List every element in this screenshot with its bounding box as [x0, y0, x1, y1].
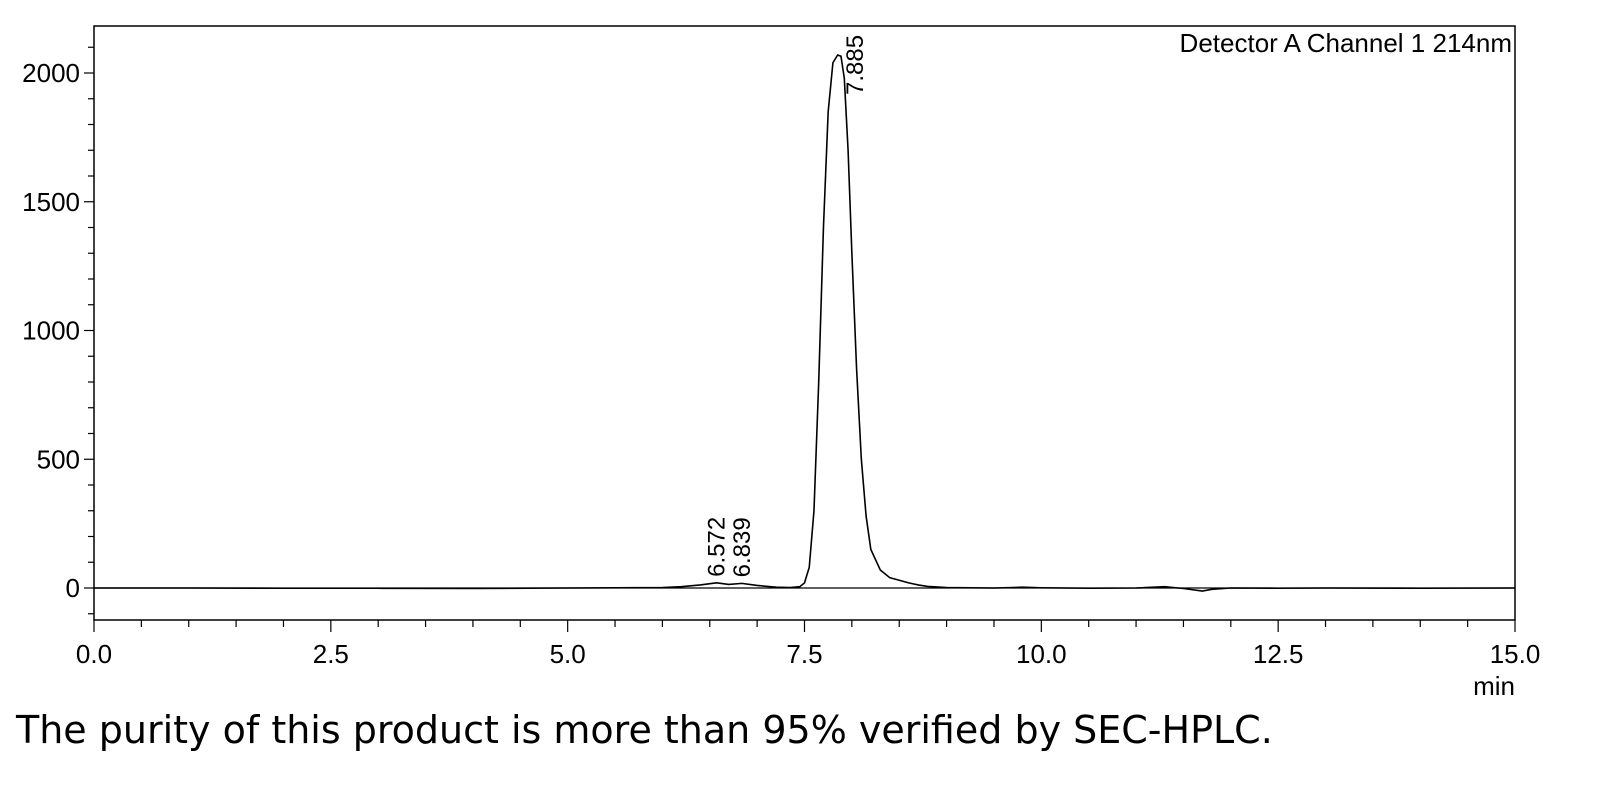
y-tick-label: 2000 — [22, 58, 80, 88]
x-axis: 0.0 2.5 5.0 7.5 10.0 12.5 15.0 — [76, 620, 1540, 669]
x-axis-unit-label: min — [1473, 671, 1515, 701]
x-tick-label: 5.0 — [550, 639, 586, 669]
purity-caption: The purity of this product is more than … — [16, 708, 1273, 752]
x-tick-label: 7.5 — [786, 639, 822, 669]
x-tick-label: 15.0 — [1490, 639, 1541, 669]
y-axis: 0 500 1000 1500 2000 — [22, 46, 94, 615]
peak-label: 6.572 — [704, 517, 731, 577]
peak-label: 7.885 — [842, 35, 869, 95]
x-tick-label: 12.5 — [1253, 639, 1304, 669]
y-tick-label: 0 — [66, 573, 80, 603]
x-tick-label: 2.5 — [313, 639, 349, 669]
y-tick-label: 1000 — [22, 316, 80, 346]
plot-frame — [93, 25, 1516, 621]
detector-channel-label: Detector A Channel 1 214nm — [1180, 28, 1512, 58]
chromatogram-chart: 0.0 2.5 5.0 7.5 10.0 12.5 15.0 0 500 1000 1500 200… — [22, 25, 1540, 701]
y-tick-label: 500 — [37, 444, 80, 474]
x-tick-label: 10.0 — [1016, 639, 1067, 669]
y-tick-label: 1500 — [22, 187, 80, 217]
x-tick-label: 0.0 — [76, 639, 112, 669]
peak-label: 6.839 — [729, 517, 756, 577]
chromatogram-trace — [94, 53, 1516, 592]
